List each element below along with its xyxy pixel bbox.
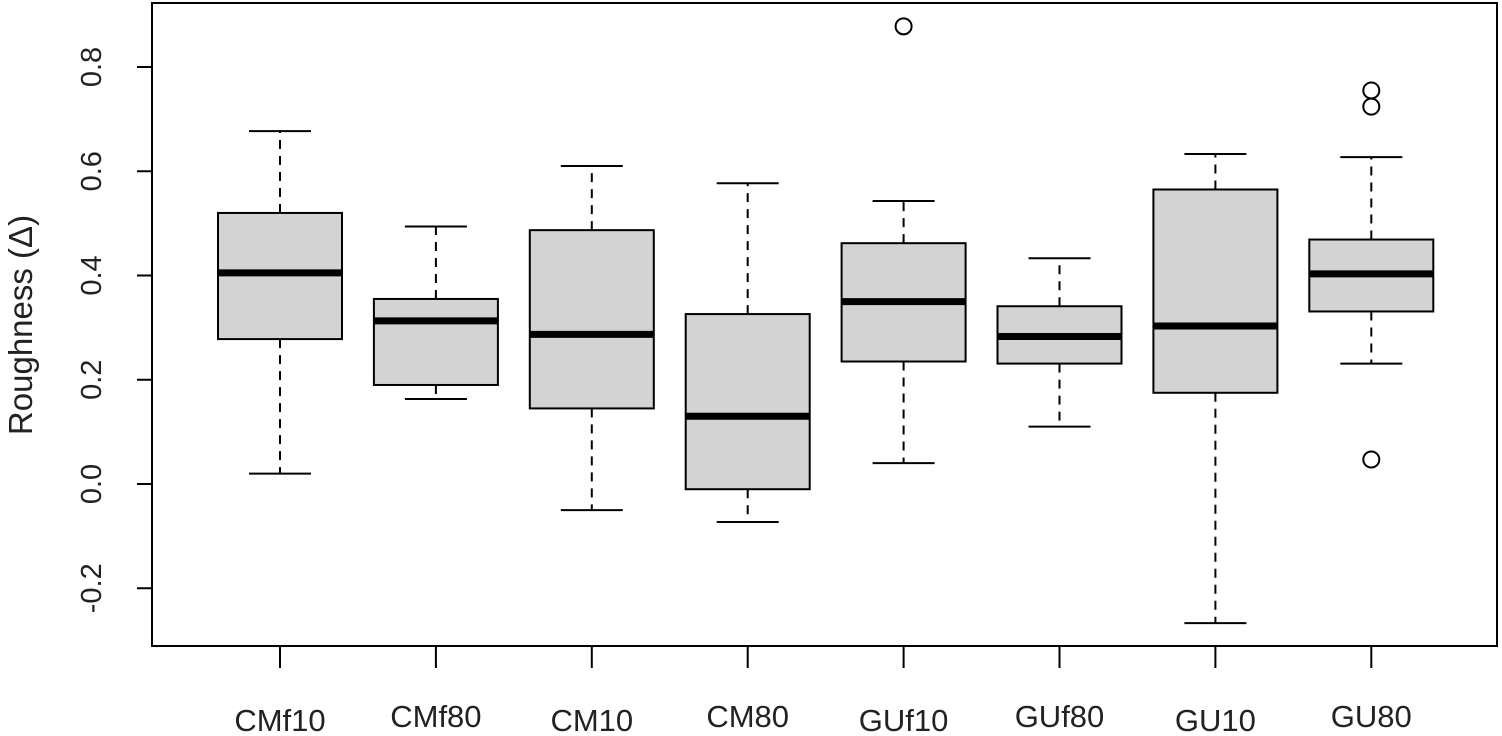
- boxes-layer: [217, 17, 1435, 625]
- box-group: [372, 225, 499, 401]
- outlier-point: [1362, 81, 1381, 100]
- y-tick-label: -0.2: [76, 563, 108, 613]
- outlier-point: [1362, 450, 1381, 469]
- x-tick-label: CMf80: [390, 699, 481, 734]
- box-group: [528, 165, 655, 512]
- box-group: [684, 182, 811, 524]
- box-iqr: [684, 313, 811, 491]
- x-axis: CMf10 CMf80 CM10 CM80 GUf10 GUf80 GU10 GU80: [234, 646, 1412, 736]
- box-iqr: [1152, 188, 1279, 394]
- x-tick-label: GUf80: [1015, 699, 1105, 734]
- plot-frame: [151, 2, 1498, 647]
- x-tick-label: GU10: [1175, 703, 1256, 736]
- y-tick-label: 0.0: [76, 464, 108, 504]
- y-tick-label: 0.6: [76, 151, 108, 191]
- x-tick-label: CMf10: [234, 703, 325, 736]
- box-group: [1308, 81, 1435, 469]
- y-tick-label: 0.8: [76, 47, 108, 87]
- y-axis: -0.2 0.0 0.2 0.4 0.6 0.8: [76, 47, 152, 613]
- y-axis-title: Roughness (Δ): [2, 215, 39, 435]
- y-tick-label: 0.4: [76, 255, 108, 295]
- box-iqr: [528, 229, 655, 410]
- x-tick-label: CM80: [706, 699, 789, 734]
- box-iqr: [372, 297, 499, 386]
- box-group: [840, 17, 967, 465]
- x-tick-label: GUf10: [859, 703, 949, 736]
- box-group: [996, 257, 1123, 428]
- outlier-point: [894, 17, 913, 36]
- x-tick-label: CM10: [550, 703, 633, 736]
- box-group: [1152, 153, 1279, 625]
- box-group: [217, 130, 343, 475]
- x-tick-label: GU80: [1331, 699, 1412, 734]
- y-tick-label: 0.2: [76, 360, 108, 400]
- outlier-point: [1362, 97, 1381, 116]
